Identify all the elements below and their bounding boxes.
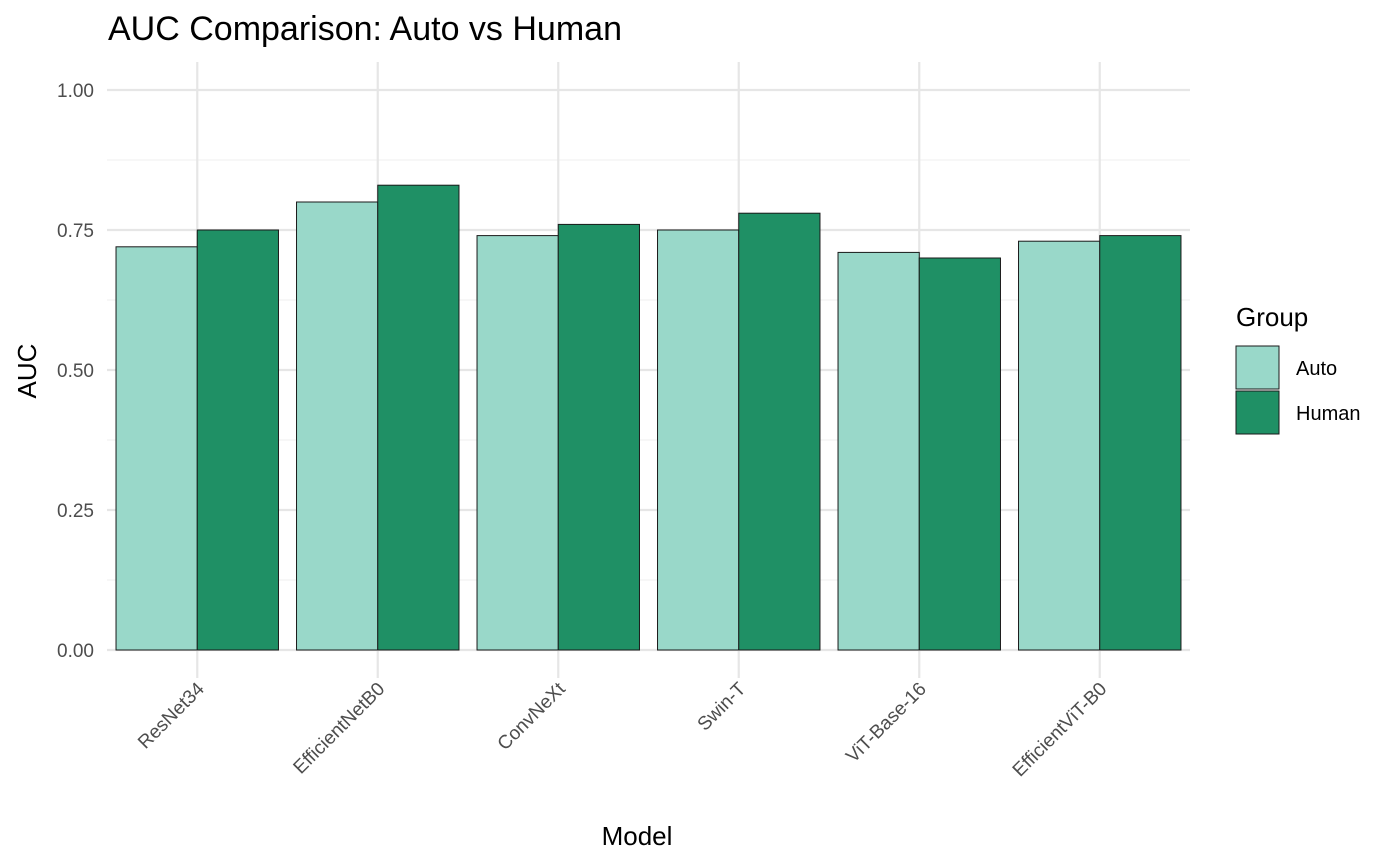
bar-human-convnext: [557, 223, 640, 651]
bar-human-efficientvit-b0: [1099, 235, 1182, 651]
bar-human-swin-t: [738, 212, 821, 651]
legend: Group Auto Human: [1235, 302, 1360, 435]
x-tick-label: Swin-T: [694, 678, 751, 735]
bar-auto-convnext: [476, 235, 559, 651]
legend-items: Auto Human: [1235, 345, 1360, 435]
legend-title: Group: [1236, 302, 1308, 332]
x-tick-label: ConvNeXt: [494, 678, 571, 755]
bars: [115, 184, 1182, 651]
legend-key-auto: [1235, 345, 1280, 390]
bar-human-vit-base-16: [918, 257, 1001, 651]
y-tick-label: 0.50: [57, 361, 94, 382]
x-tick-label: ResNet34: [134, 678, 209, 753]
bar-auto-efficientnetb0: [296, 201, 379, 651]
y-axis-title: AUC: [12, 344, 42, 399]
bar-human-efficientnetb0: [377, 184, 460, 651]
x-axis-ticks: ResNet34 EfficientNetB0 ConvNeXt Swin-T ViT-…: [134, 678, 1111, 781]
x-tick-label: EfficientViT-B0: [1009, 679, 1111, 781]
x-tick-label: EfficientNetB0: [290, 679, 390, 779]
bar-auto-efficientvit-b0: [1018, 240, 1101, 651]
x-axis-title: Model: [602, 821, 673, 851]
y-tick-label: 1.00: [57, 81, 94, 102]
bar-auto-resnet34: [115, 246, 198, 651]
y-axis-ticks: 0.00 0.25 0.50 0.75 1.00: [57, 81, 94, 662]
chart-title: AUC Comparison: Auto vs Human: [108, 10, 622, 48]
legend-label-human: Human: [1296, 403, 1360, 425]
x-tick-label: ViT-Base-16: [842, 679, 931, 768]
bar-auto-swin-t: [657, 229, 740, 651]
bar-human-resnet34: [196, 229, 279, 651]
legend-label-auto: Auto: [1296, 358, 1337, 380]
y-tick-label: 0.75: [57, 221, 94, 242]
y-tick-label: 0.25: [57, 501, 94, 522]
legend-key-human: [1235, 390, 1280, 435]
y-tick-label: 0.00: [57, 641, 94, 662]
bar-auto-vit-base-16: [837, 251, 920, 651]
